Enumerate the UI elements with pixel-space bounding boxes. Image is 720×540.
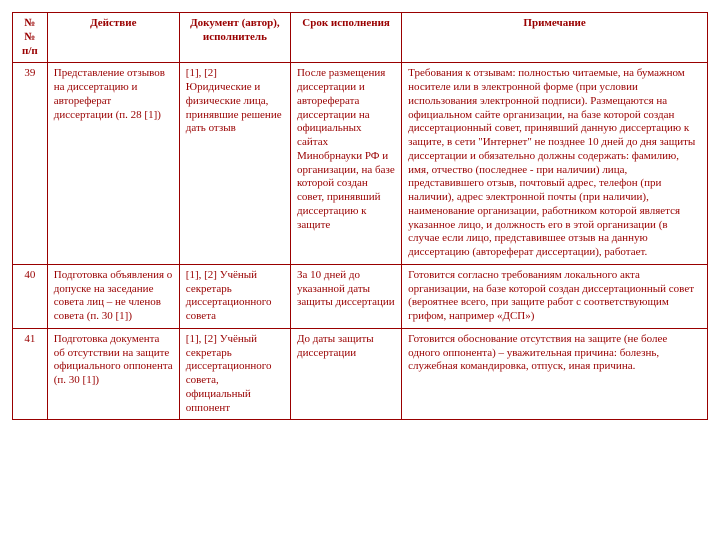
cell-doc: [1], [2] Учёный секретарь диссертационно… — [179, 328, 290, 420]
cell-srok: До даты защиты диссертации — [290, 328, 401, 420]
col-header-num: №№ п/п — [13, 13, 48, 63]
table-row: 40 Подготовка объявления о допуске на за… — [13, 264, 708, 328]
col-header-doc: Документ (автор), исполнитель — [179, 13, 290, 63]
cell-num: 40 — [13, 264, 48, 328]
cell-doc: [1], [2] Юридические и физические лица, … — [179, 63, 290, 265]
cell-srok: После размещения диссертации и авторефер… — [290, 63, 401, 265]
cell-num: 41 — [13, 328, 48, 420]
table-header-row: №№ п/п Действие Документ (автор), исполн… — [13, 13, 708, 63]
cell-action: Представление отзывов на диссертацию и а… — [47, 63, 179, 265]
table-row: 39 Представление отзывов на диссертацию … — [13, 63, 708, 265]
cell-srok: За 10 дней до указанной даты защиты дисс… — [290, 264, 401, 328]
cell-prim: Требования к отзывам: полностью читаемые… — [402, 63, 708, 265]
cell-action: Подготовка документа об отсутствии на за… — [47, 328, 179, 420]
table-row: 41 Подготовка документа об отсутствии на… — [13, 328, 708, 420]
col-header-prim: Примечание — [402, 13, 708, 63]
cell-prim: Готовится согласно требованиям локальног… — [402, 264, 708, 328]
col-header-srok: Срок исполнения — [290, 13, 401, 63]
cell-action: Подготовка объявления о допуске на засед… — [47, 264, 179, 328]
cell-num: 39 — [13, 63, 48, 265]
procedure-table: №№ п/п Действие Документ (автор), исполн… — [12, 12, 708, 420]
cell-prim: Готовится обоснование отсутствия на защи… — [402, 328, 708, 420]
cell-doc: [1], [2] Учёный секретарь диссертационно… — [179, 264, 290, 328]
col-header-action: Действие — [47, 13, 179, 63]
